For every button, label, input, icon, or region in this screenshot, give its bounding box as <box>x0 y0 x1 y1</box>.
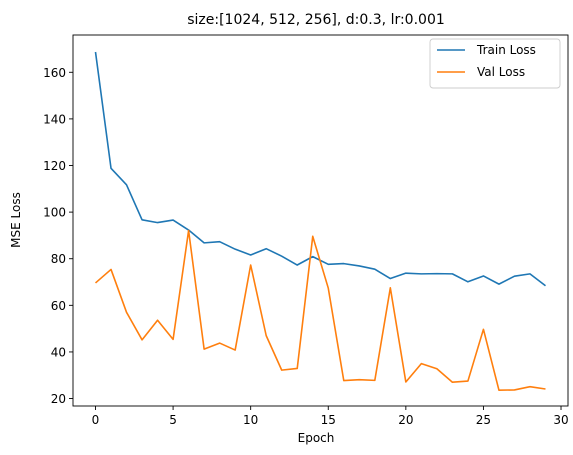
y-tick-label: 40 <box>51 345 66 359</box>
x-tick-label: 15 <box>321 413 336 427</box>
y-tick-label: 140 <box>43 112 66 126</box>
x-tick-label: 30 <box>553 413 568 427</box>
series-lines <box>94 51 546 391</box>
x-axis: 0 5 10 15 20 25 30 <box>92 406 569 427</box>
x-tick-label: 25 <box>476 413 491 427</box>
y-axis-label: MSE Loss <box>9 192 23 248</box>
y-tick-label: 100 <box>43 206 66 220</box>
legend: Train Loss Val Loss <box>429 38 561 89</box>
legend-box <box>429 38 561 89</box>
x-axis-label: Epoch <box>298 431 335 445</box>
x-tick-label: 0 <box>92 413 100 427</box>
legend-label-train-loss: Train Loss <box>476 43 536 57</box>
y-tick-label: 160 <box>43 66 66 80</box>
plot-frame <box>72 34 569 407</box>
y-axis: 20 40 60 80 100 120 140 160 <box>43 66 73 406</box>
y-tick-label: 60 <box>51 299 66 313</box>
x-tick-label: 10 <box>243 413 258 427</box>
y-tick-label: 80 <box>51 252 66 266</box>
chart-title: size:[1024, 512, 256], d:0.3, lr:0.001 <box>187 12 445 28</box>
y-tick-label: 20 <box>51 392 66 406</box>
legend-label-val-loss: Val Loss <box>477 65 525 79</box>
series-line-val-loss <box>94 229 546 391</box>
x-tick-label: 5 <box>169 413 177 427</box>
x-tick-label: 20 <box>398 413 413 427</box>
y-tick-label: 120 <box>43 159 66 173</box>
